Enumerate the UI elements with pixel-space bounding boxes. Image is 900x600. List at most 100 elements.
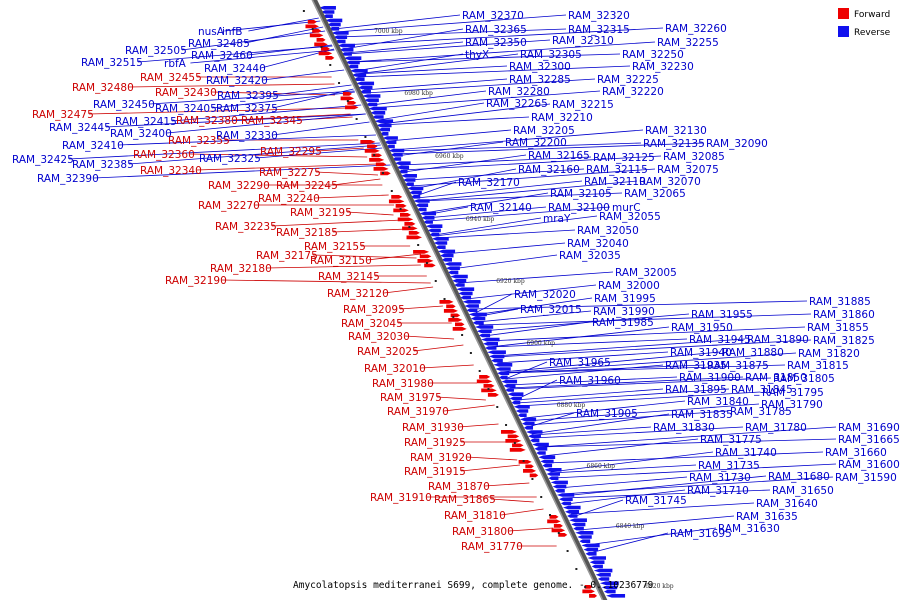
reverse-gene-feature [439,253,454,258]
forward-gene-feature [369,158,385,162]
feature-marker [302,10,305,12]
forward-leader-line [211,91,335,96]
forward-gene-feature [345,105,359,110]
gene-label-reverse: RAM_32515 [81,57,143,69]
reverse-gene-feature [480,337,500,342]
reverse-leader-line [181,30,326,51]
forward-gene-feature [402,226,418,231]
reverse-leader-line [570,502,755,515]
scale-tick-label: 6920 kbp [496,278,525,285]
reverse-leader-line [273,84,352,96]
forward-gene-feature [500,430,517,434]
gene-label-reverse: RAM_32410 [62,140,124,152]
reverse-gene-feature [400,174,417,178]
gene-label-reverse: RAM_31950 [671,322,733,334]
gene-label-reverse: RAM_32130 [645,125,707,137]
gene-label-forward: RAM_32455 [140,72,202,84]
reverse-gene-feature [364,98,379,102]
forward-gene-feature [318,51,333,56]
reverse-leader-line [262,69,345,81]
forward-gene-feature [551,528,566,533]
forward-leader-line [383,286,434,294]
gene-label-reverse: RAM_31795 [762,387,824,399]
reverse-gene-feature [511,400,521,405]
gene-label-forward: RAM_31870 [428,481,490,493]
forward-gene-feature [584,585,593,589]
forward-leader-line [314,194,389,199]
reverse-gene-feature [581,543,600,548]
reverse-gene-feature [327,22,341,27]
gene-label-reverse: RAM_31995 [594,293,656,305]
reverse-gene-feature [548,476,559,480]
reverse-leader-line [516,388,730,404]
reverse-leader-line [416,180,583,199]
gene-label-reverse: RAM_32415 [115,116,177,128]
reverse-gene-feature [380,132,389,136]
forward-gene-feature [314,42,328,47]
reverse-leader-line [493,338,746,357]
reverse-gene-feature [362,94,381,98]
gene-label-reverse: RAM_31650 [772,485,834,497]
reverse-leader-line [93,164,391,179]
gene-label-reverse: RAM_31895 [665,384,727,396]
gene-label-forward: RAM_32245 [276,180,338,192]
forward-gene-feature [320,47,330,51]
reverse-leader-line [149,90,355,105]
gene-label-reverse: RAM_32330 [216,130,278,142]
gene-label-reverse: RAM_32505 [125,45,187,57]
gene-label-reverse: RAM_32135 [643,138,705,150]
gene-label-reverse: RAM_31710 [687,485,749,497]
scale-tick-label: 6820 kbp [645,583,674,590]
reverse-leader-line [403,154,527,173]
feature-marker [566,550,569,552]
reverse-leader-line [444,242,566,255]
gene-label-reverse: RAM_32450 [93,99,155,111]
gene-label-forward: RAM_32190 [165,275,227,287]
reverse-gene-feature [499,375,508,380]
reverse-leader-line [350,41,656,63]
gene-label-reverse: RAM_32405 [155,103,217,115]
reverse-gene-feature [446,266,460,270]
reverse-gene-feature [540,459,554,464]
reverse-gene-feature [437,249,456,254]
gene-label-reverse: RAM_31835 [671,409,733,421]
forward-gene-feature [479,375,491,379]
reverse-leader-line [489,338,688,348]
gene-label-reverse: RAM_32250 [622,49,684,61]
forward-gene-feature [404,222,416,226]
reverse-gene-feature [386,144,395,149]
forward-leader-line [332,228,408,233]
forward-gene-feature [509,448,526,452]
reverse-leader-line [343,28,464,50]
reverse-gene-feature [431,237,449,241]
gene-label-reverse: RAM_32125 [593,152,655,164]
reverse-leader-line [477,310,592,323]
forward-leader-line [332,178,381,186]
reverse-gene-feature [359,90,371,94]
forward-gene-feature [364,149,380,153]
gene-label-reverse: RAM_31805 [773,373,835,385]
reverse-leader-line [407,168,585,181]
gene-label-reverse: RAM_31590 [835,472,897,484]
forward-leader-line [128,83,335,88]
forward-gene-feature [373,167,389,171]
reverse-leader-line [378,102,485,121]
forward-gene-feature [400,213,412,217]
gene-label-reverse: RAM_32365 [465,24,527,36]
gene-label-reverse: RAM_31890 [747,334,809,346]
reverse-leader-line [451,254,558,270]
gene-label-forward: RAM_32235 [215,221,277,233]
forward-gene-feature [525,464,534,469]
gene-label-reverse: RAM_32160 [518,164,580,176]
reverse-gene-feature [460,295,472,300]
gene-label-reverse: murC [612,202,641,214]
reverse-gene-feature [392,157,402,161]
gene-label-forward: RAM_32340 [140,165,202,177]
reverse-gene-feature [318,6,336,10]
reverse-gene-feature [419,211,437,216]
reverse-gene-feature [515,409,529,413]
reverse-leader-line [558,476,688,489]
gene-label-forward: RAM_32345 [241,115,303,127]
gene-label-forward: RAM_32290 [208,180,270,192]
reverse-leader-line [436,229,576,239]
